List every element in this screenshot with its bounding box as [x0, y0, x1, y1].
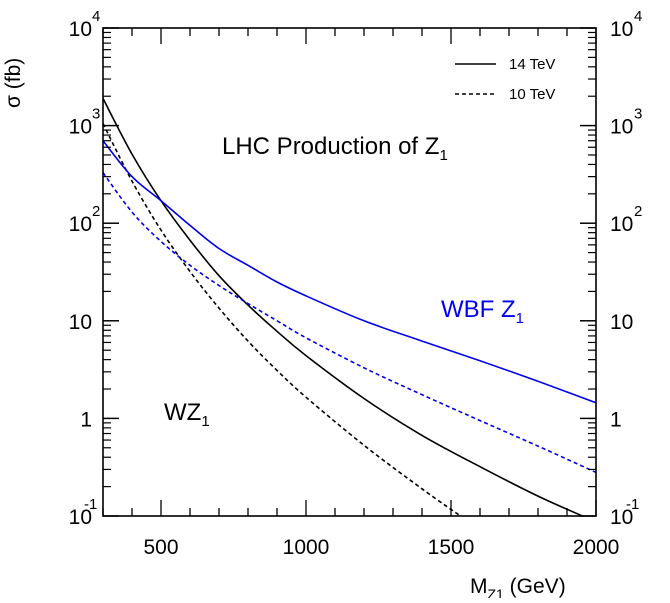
y-tick-label-right: 10 [610, 311, 633, 334]
y-tick-label-base: 10 [69, 18, 92, 41]
x-axis-label-unit: (GeV) [504, 575, 566, 598]
y-tick-label-base: 10 [610, 311, 633, 334]
y-tick-label-base: 10 [610, 213, 633, 236]
y-tick-label-exponent: 4 [634, 8, 642, 25]
y-tick-label-base: 10 [69, 311, 92, 334]
series-line-wbf-z1-14-tev [103, 140, 596, 404]
series-line-wz1-10-tev [103, 123, 462, 516]
y-tick-label-exponent: -1 [626, 496, 639, 513]
x-axis-label-symbol: M [470, 575, 488, 598]
y-tick-label-base: 10 [610, 506, 633, 529]
annotation-lhc-production-text: LHC Production of Z [222, 133, 439, 160]
y-tick-label-right: 10-1 [610, 496, 639, 529]
legend-label-14tev: 14 TeV [509, 56, 555, 73]
y-tick-label-left: 104 [69, 8, 101, 41]
x-tick-label: 1500 [428, 536, 475, 559]
x-axis-label-subscript: Z1 [488, 586, 505, 598]
y-tick-label-exponent: 2 [92, 203, 100, 220]
x-tick-label: 2000 [573, 536, 620, 559]
y-tick-label-exponent: -1 [84, 496, 97, 513]
x-tick-label: 1000 [283, 536, 330, 559]
y-tick-label-exponent: 4 [92, 8, 100, 25]
series-layer [103, 98, 596, 516]
legend-label-10tev: 10 TeV [509, 86, 555, 103]
y-tick-label-left: 10-1 [69, 496, 98, 529]
y-tick-label-base: 1 [80, 408, 92, 431]
plot-frame [102, 27, 597, 517]
x-tick-label: 500 [143, 536, 178, 559]
y-axis-label: σ (fb) [2, 58, 25, 108]
y-tick-label-exponent: 2 [634, 203, 642, 220]
annotation-wbf-z1-text: WBF Z [441, 296, 516, 323]
y-tick-label-left: 103 [69, 106, 101, 139]
y-tick-label-left: 102 [69, 203, 101, 236]
annotation-lhc-production: LHC Production of Z1 [222, 133, 448, 164]
annotation-wz1: WZ1 [164, 399, 210, 430]
annotation-lhc-production-subscript: 1 [439, 147, 447, 164]
series-line-wbf-z1-10-tev [103, 172, 596, 474]
y-tick-label-base: 10 [69, 506, 92, 529]
y-tick-label-left: 1 [80, 408, 92, 431]
annotation-wz1-subscript: 1 [201, 413, 209, 430]
x-axis-label: MZ1 (GeV) [470, 575, 566, 598]
y-tick-label-right: 103 [610, 106, 642, 139]
legend: 14 TeV 10 TeV [455, 56, 555, 103]
y-tick-label-right: 1 [610, 408, 622, 431]
y-tick-label-base: 10 [69, 213, 92, 236]
y-tick-label-right: 104 [610, 8, 642, 41]
y-tick-label-base: 1 [610, 408, 622, 431]
y-tick-label-base: 10 [69, 116, 92, 139]
y-tick-label-exponent: 3 [634, 106, 642, 123]
y-tick-label-base: 10 [610, 18, 633, 41]
y-tick-label-exponent: 3 [92, 106, 100, 123]
y-tick-label-left: 10 [69, 311, 92, 334]
annotation-wbf-z1: WBF Z1 [441, 296, 524, 327]
y-tick-label-right: 102 [610, 203, 642, 236]
y-tick-label-base: 10 [610, 116, 633, 139]
annotation-wz1-text: WZ [164, 399, 201, 426]
annotation-wbf-z1-subscript: 1 [516, 310, 524, 327]
